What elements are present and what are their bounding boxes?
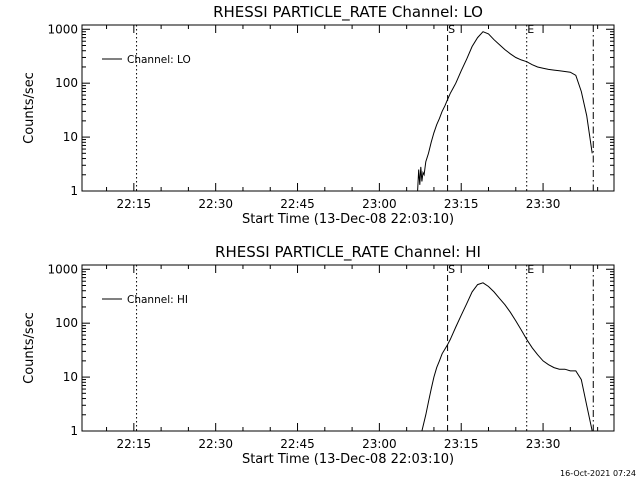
panel-2-plot-frame: [81, 264, 615, 432]
panel-2-x-tick-label: 22:30: [198, 437, 233, 451]
panel-2-y-tick-label: 100: [55, 316, 78, 330]
panel-2-x-axis-label: Start Time (13-Dec-08 22:03:10): [242, 452, 454, 467]
panel-2-marker-label-e: E: [527, 263, 534, 276]
generation-timestamp: 16-Oct-2021 07:24: [560, 469, 636, 478]
panel-1-x-axis-label: Start Time (13-Dec-08 22:03:10): [242, 212, 454, 227]
panel-1-y-axis-label: Counts/sec: [22, 72, 37, 144]
panel-1-plot-frame: [81, 24, 615, 192]
panel-2-x-tick-label: 22:45: [280, 437, 315, 451]
panel-2-marker-label-s: S: [448, 263, 455, 276]
panel-1-y-tick-label: 100: [55, 76, 78, 90]
panel-2-x-tick-label: 22:15: [117, 437, 152, 451]
panel-1-x-tick-label: 22:15: [117, 197, 152, 211]
panel-2-x-tick-label: 23:15: [444, 437, 479, 451]
panel-2-x-tick-label: 23:30: [526, 437, 561, 451]
panel-2-y-tick-label: 1000: [47, 262, 78, 276]
panel-2-x-tick-label: 23:00: [362, 437, 397, 451]
panel-2-y-axis-label: Counts/sec: [22, 312, 37, 384]
panel-1-title: RHESSI PARTICLE_RATE Channel: LO: [213, 3, 483, 22]
panel-2-y-tick-label: 10: [63, 370, 78, 384]
panel-1-marker-label-s: S: [448, 23, 455, 36]
panel-1-x-tick-label: 23:15: [444, 197, 479, 211]
panel-1-marker-label-e: E: [527, 23, 534, 36]
panel-2-series-line-1: [421, 282, 593, 432]
panel-1-x-tick-label: 22:30: [198, 197, 233, 211]
panel-1-legend-label: Channel: LO: [127, 54, 191, 66]
panel-1-y-tick-label: 1000: [47, 22, 78, 36]
panel-1-y-tick-label: 10: [63, 130, 78, 144]
panel-2-title: RHESSI PARTICLE_RATE Channel: HI: [215, 243, 481, 262]
panel-1-x-tick-label: 23:00: [362, 197, 397, 211]
panel-1-x-tick-label: 23:30: [526, 197, 561, 211]
panel-1-series-line-1: [417, 31, 593, 192]
panel-2-y-tick-label: 1: [70, 424, 78, 438]
panel-1-y-tick-label: 1: [70, 184, 78, 198]
panel-1-x-tick-label: 22:45: [280, 197, 315, 211]
panel-2-legend-label: Channel: HI: [127, 294, 188, 306]
